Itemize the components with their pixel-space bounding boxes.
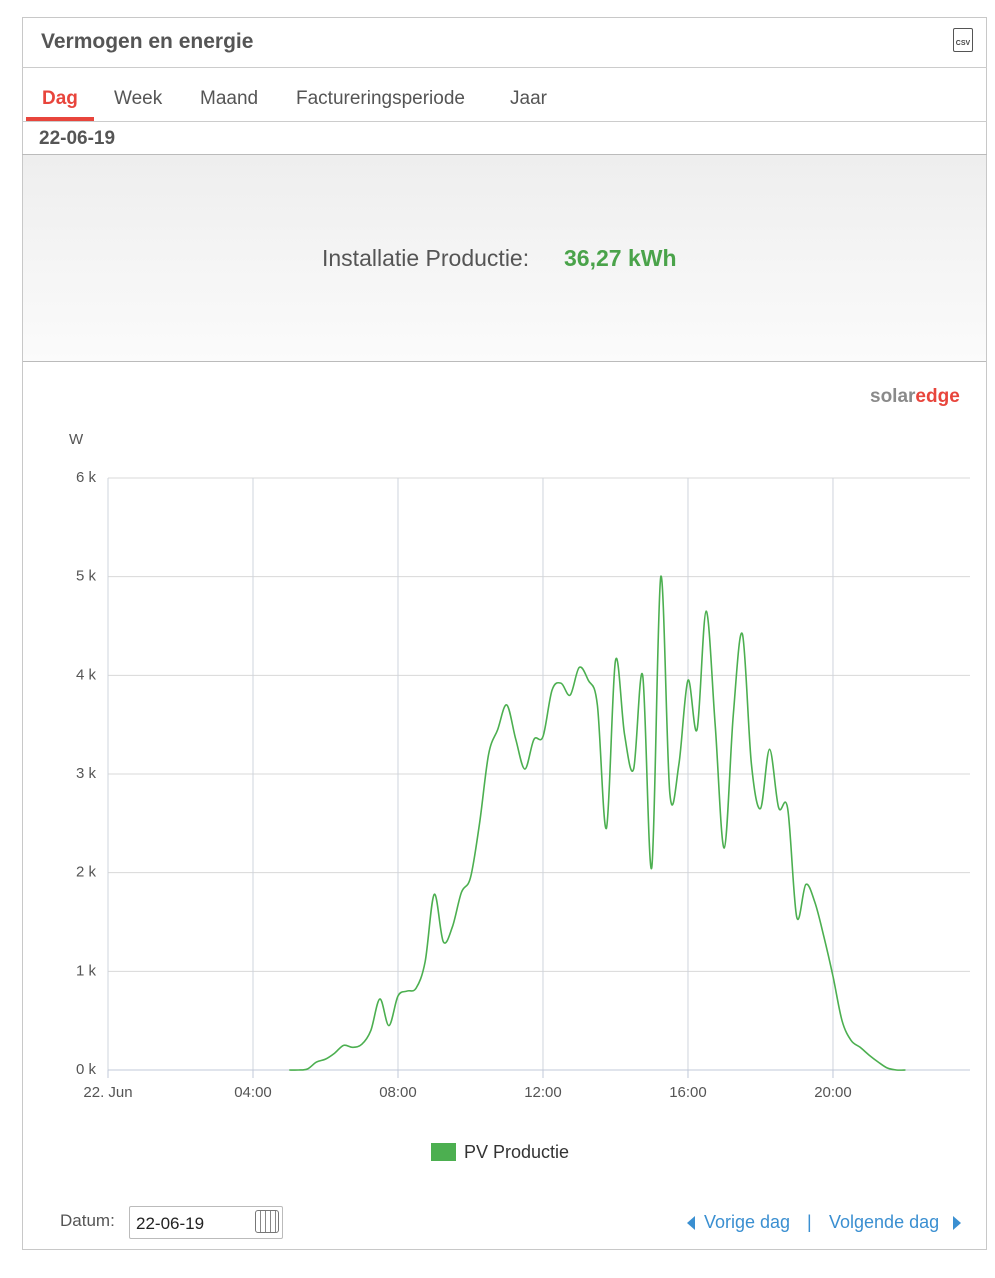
summary-value: 36,27 kWh bbox=[564, 245, 677, 271]
y-axis-title: W bbox=[69, 431, 84, 448]
prev-day-link[interactable]: Vorige dag bbox=[704, 1212, 791, 1232]
legend-item: PV Productie bbox=[431, 1142, 569, 1162]
current-date: 22-06-19 bbox=[39, 128, 116, 149]
date-input-value: 22-06-19 bbox=[136, 1214, 205, 1233]
y-tick-label: 0 k bbox=[76, 1061, 97, 1078]
date-row: 22-06-19 bbox=[22, 122, 987, 155]
y-tick-label: 2 k bbox=[76, 864, 97, 881]
logo-part: edge bbox=[915, 386, 959, 407]
summary-label: Installatie Productie: bbox=[322, 245, 530, 271]
panel-title: Vermogen en energie bbox=[41, 30, 254, 53]
logo: solaredge bbox=[870, 386, 960, 407]
tab[interactable]: Dag bbox=[42, 88, 78, 109]
y-tick-label: 6 k bbox=[76, 469, 97, 486]
x-tick-label: 12:00 bbox=[524, 1084, 562, 1101]
date-label: Datum: bbox=[60, 1211, 115, 1230]
summary-box: Installatie Productie: 36,27 kWh bbox=[23, 155, 986, 362]
x-tick-label: 20:00 bbox=[814, 1084, 852, 1101]
x-tick-label: 04:00 bbox=[234, 1084, 272, 1101]
tab[interactable]: Jaar bbox=[510, 88, 547, 109]
next-day-link[interactable]: Volgende dag bbox=[829, 1212, 940, 1232]
next-arrow[interactable] bbox=[953, 1216, 961, 1230]
line-series bbox=[289, 575, 906, 1071]
y-tick-label: 1 k bbox=[76, 962, 97, 979]
logo-part: solar bbox=[870, 386, 916, 407]
active-tab-indicator bbox=[26, 117, 94, 121]
header: Vermogen en energie CSV bbox=[22, 17, 987, 68]
separator: | bbox=[807, 1212, 812, 1232]
panel bbox=[22, 17, 987, 1250]
x-tick-label: 16:00 bbox=[669, 1084, 707, 1101]
tab-bar: Dag Week Maand Factureringsperiode Jaar bbox=[22, 68, 987, 122]
x-tick-label: 08:00 bbox=[379, 1084, 417, 1101]
date-input[interactable]: 22-06-19 bbox=[129, 1206, 283, 1239]
csv-export[interactable]: CSV bbox=[953, 28, 973, 52]
tab[interactable]: Factureringsperiode bbox=[296, 88, 465, 109]
y-tick-label: 3 k bbox=[76, 765, 97, 782]
legend-label: PV Productie bbox=[464, 1142, 569, 1162]
tab[interactable]: Week bbox=[114, 88, 163, 109]
chart: solaredge W 0 k 1 k 2 k 3 k 4 k 5 k 6 k 22. Jun… bbox=[69, 386, 970, 1162]
prev-arrow[interactable] bbox=[687, 1216, 695, 1230]
calendar-icon[interactable] bbox=[255, 1210, 279, 1233]
x-tick-label: 22. Jun bbox=[83, 1084, 132, 1101]
y-tick-label: 4 k bbox=[76, 666, 97, 683]
y-tick-label: 5 k bbox=[76, 568, 97, 585]
tab[interactable]: Maand bbox=[200, 88, 259, 109]
legend-swatch bbox=[431, 1143, 456, 1161]
